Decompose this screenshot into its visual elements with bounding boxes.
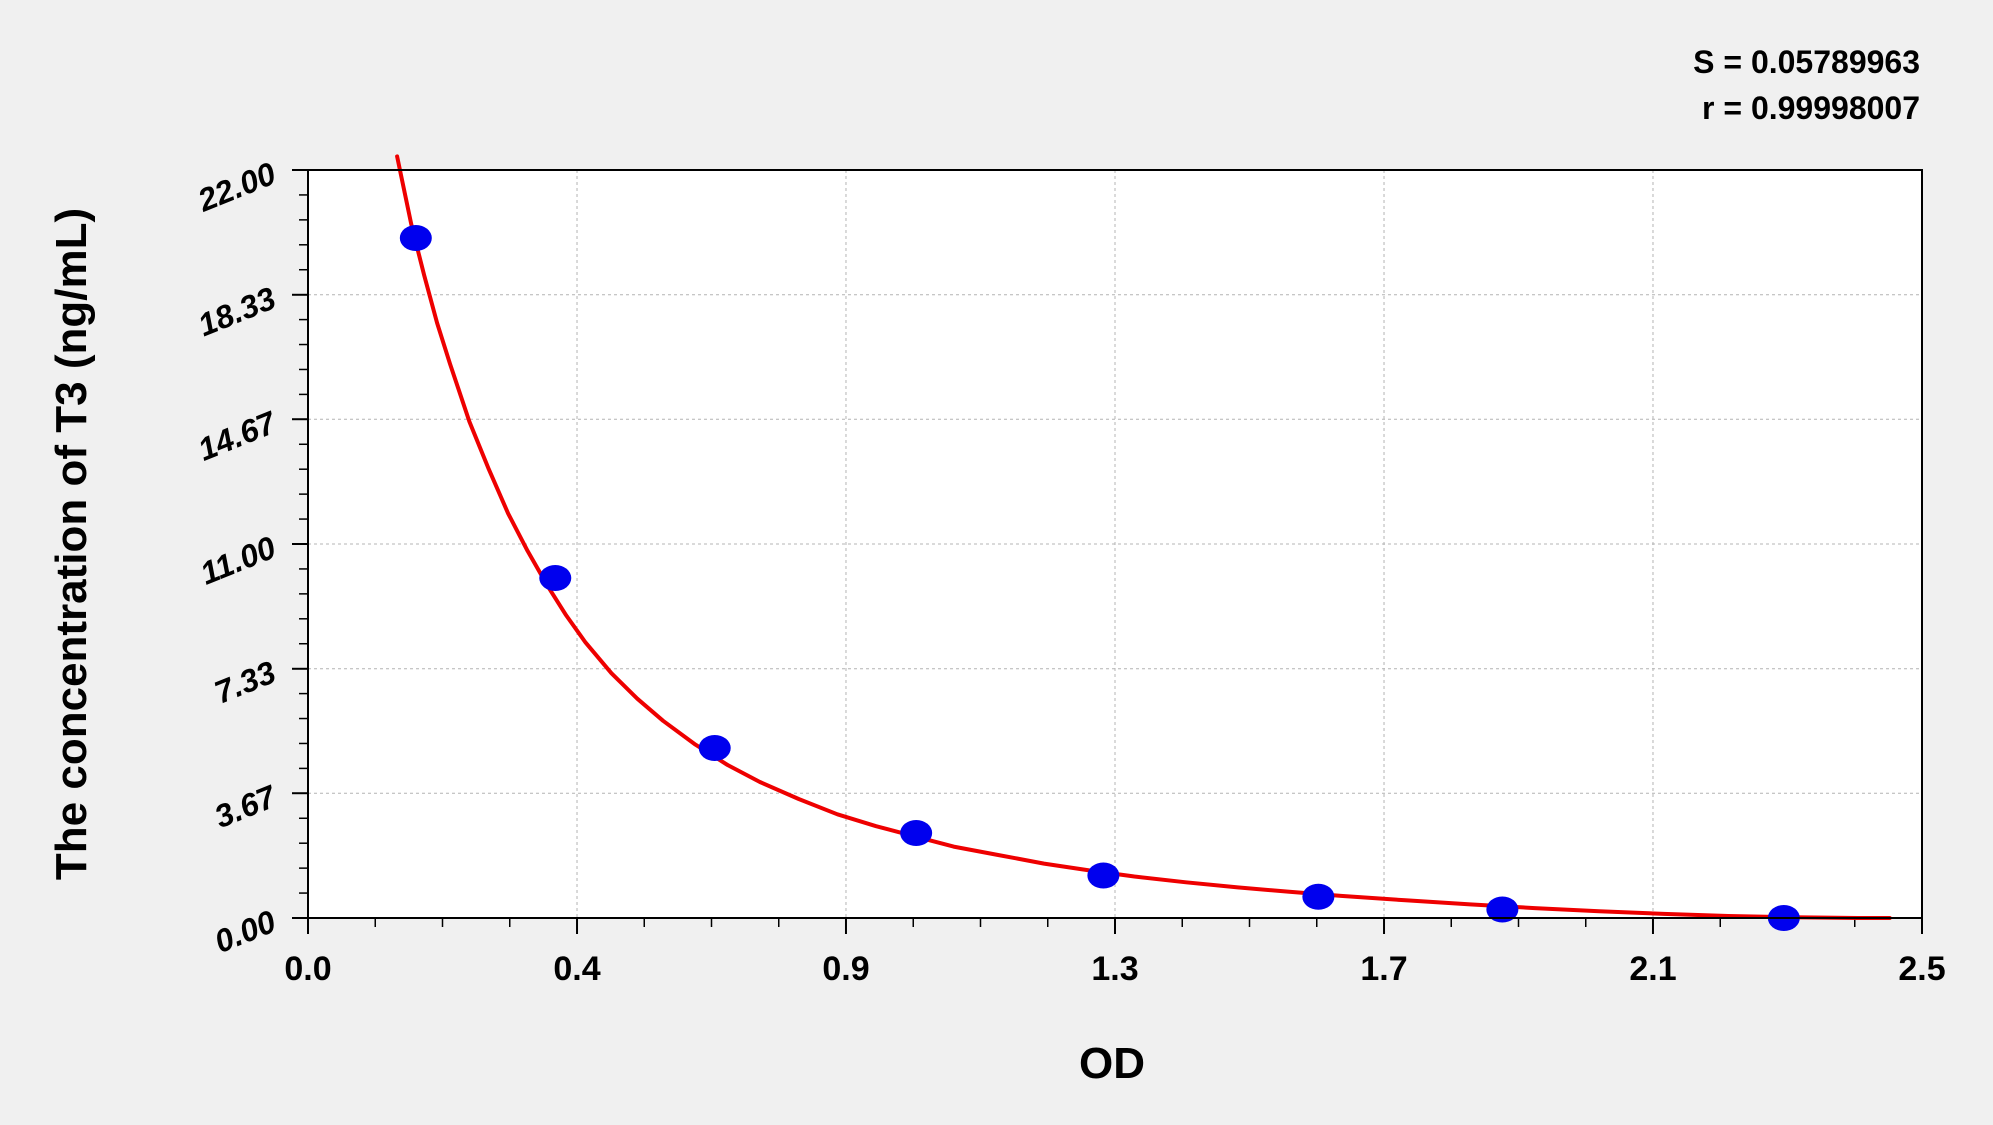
plot-frame	[307, 169, 1923, 919]
x-tick-label: 2.5	[1898, 950, 1945, 988]
x-tick-label: 0.4	[553, 950, 600, 988]
x-tick-label: 2.1	[1629, 950, 1676, 988]
r-value-label: r = 0.99998007	[1702, 90, 1920, 126]
data-point	[1087, 862, 1120, 889]
y-axis-title: The concentration of T3 (ng/mL)	[47, 208, 96, 880]
data-point	[1302, 883, 1335, 910]
x-tick-label: 0.9	[822, 950, 869, 988]
x-axis-title: OD	[1079, 1039, 1145, 1088]
x-tick-labels: 0.0 0.4 0.9 1.3 1.7 2.1 2.5	[284, 950, 1945, 988]
y-tick-label: 7.33	[209, 654, 280, 711]
data-point	[698, 735, 731, 761]
data-point	[539, 565, 572, 591]
minor-ticks	[292, 169, 1923, 934]
y-tick-label: 14.67	[193, 404, 283, 468]
y-tick-label: 3.67	[209, 778, 282, 836]
data-point	[399, 225, 432, 251]
x-tick-label: 0.0	[284, 950, 331, 988]
x-tick-label: 1.3	[1091, 950, 1138, 988]
data-point	[1486, 896, 1519, 923]
data-point	[900, 820, 933, 846]
y-tick-label: 0.00	[209, 903, 280, 960]
y-tick-labels: 0.00 3.67 7.33 11.00 14.67 18.33 22.00	[192, 155, 283, 960]
y-tick-label: 22.00	[192, 155, 281, 219]
grid-layer	[308, 170, 1922, 918]
x-tick-label: 1.7	[1360, 950, 1407, 988]
y-tick-label: 18.33	[193, 280, 281, 343]
y-tick-label: 11.00	[195, 529, 281, 592]
s-value-label: S = 0.05789963	[1693, 44, 1920, 80]
